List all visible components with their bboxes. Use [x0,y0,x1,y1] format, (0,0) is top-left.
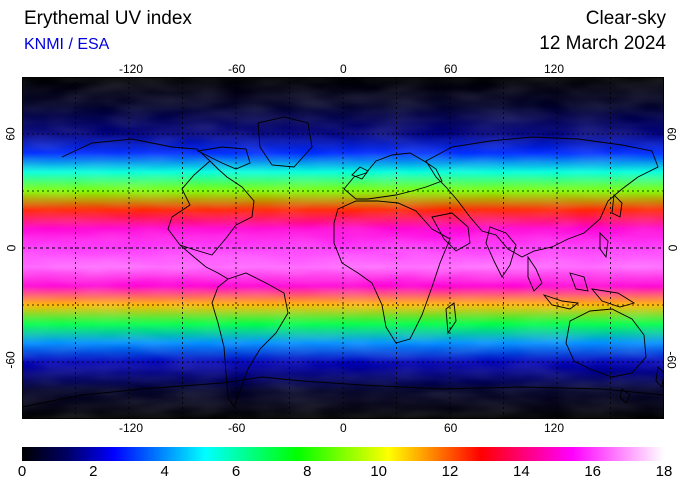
colorbar-tick-label: 2 [89,463,98,480]
lon-tick-label-top: 120 [544,62,565,76]
uv-colorbar [22,447,664,461]
lon-tick-label-top: -60 [228,62,246,76]
lon-tick-label-bottom: -120 [119,421,144,435]
sky-condition-label: Clear-sky [585,8,666,29]
lat-tick-label-right: -60 [664,351,679,369]
lon-tick-label-bottom: -60 [228,421,246,435]
lon-tick-label-top: 60 [444,62,458,76]
coastlines [22,116,664,409]
colorbar-tick-label: 0 [17,463,27,480]
colorbar-tick-label: 8 [303,463,312,480]
colorbar-gradient [22,447,664,461]
lat-tick-label-right: 60 [664,127,679,141]
colorbar-tick-label: 12 [441,463,459,480]
lat-tick-label-left: 60 [3,127,18,141]
lon-tick-label-top: 0 [340,62,347,76]
map-border [22,77,664,419]
colorbar-tick-label: 6 [231,463,241,480]
lat-tick-label-right: 0 [665,244,680,252]
lon-tick-label-bottom: 60 [444,421,458,435]
lat-tick-label-left: 0 [4,244,19,252]
graticule [22,77,664,419]
lon-tick-label-bottom: 0 [340,421,347,435]
lon-tick-label-bottom: 120 [544,421,565,435]
colorbar-tick-label: 4 [160,463,169,480]
colorbar-tick-label: 18 [655,463,673,480]
map-title: Erythemal UV index [24,8,192,29]
colorbar-tick-label: 16 [584,463,601,480]
colorbar-tick-label: 14 [512,463,530,480]
uv-index-map [22,77,664,419]
lon-tick-label-top: -120 [119,62,144,76]
data-source-label: KNMI / ESA [24,36,110,53]
colorbar-tick-label: 10 [370,463,387,480]
map-date: 12 March 2024 [539,33,666,54]
lat-tick-label-left: -60 [3,351,18,369]
